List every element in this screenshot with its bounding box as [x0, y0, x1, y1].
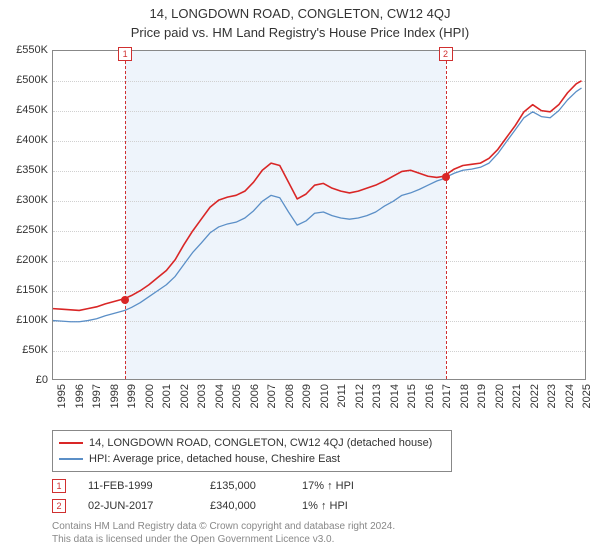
- transaction-date: 11-FEB-1999: [88, 476, 188, 496]
- x-tick-label: 2022: [529, 384, 541, 408]
- x-tick-label: 2021: [511, 384, 523, 408]
- x-tick-label: 1999: [126, 384, 138, 408]
- x-tick-label: 2006: [249, 384, 261, 408]
- series-property: [53, 81, 582, 311]
- legend-swatch: [59, 442, 83, 444]
- y-tick-label: £200K: [6, 254, 48, 266]
- transaction-date: 02-JUN-2017: [88, 496, 188, 516]
- x-tick-label: 2018: [459, 384, 471, 408]
- y-tick-label: £100K: [6, 314, 48, 326]
- x-tick-label: 2020: [494, 384, 506, 408]
- x-tick-label: 2019: [476, 384, 488, 408]
- transaction-row: 1 11-FEB-1999 £135,000 17% ↑ HPI: [52, 476, 594, 496]
- transaction-vs-hpi: 17% ↑ HPI: [302, 476, 392, 496]
- x-tick-label: 2001: [161, 384, 173, 408]
- footer-line-2: This data is licensed under the Open Gov…: [52, 533, 594, 546]
- y-tick-label: £250K: [6, 224, 48, 236]
- y-tick-label: £150K: [6, 284, 48, 296]
- x-tick-label: 2008: [284, 384, 296, 408]
- y-tick-label: £450K: [6, 104, 48, 116]
- x-tick-label: 2012: [354, 384, 366, 408]
- x-tick-label: 2002: [179, 384, 191, 408]
- x-tick-label: 2023: [546, 384, 558, 408]
- x-tick-label: 2024: [564, 384, 576, 408]
- y-tick-label: £50K: [6, 344, 48, 356]
- x-tick-label: 2017: [441, 384, 453, 408]
- chart-lines: [53, 51, 585, 379]
- x-tick-label: 2013: [371, 384, 383, 408]
- footer-line-1: Contains HM Land Registry data © Crown c…: [52, 520, 594, 533]
- title-main: 14, LONGDOWN ROAD, CONGLETON, CW12 4QJ: [6, 6, 594, 21]
- x-tick-label: 1998: [109, 384, 121, 408]
- x-tick-label: 1995: [56, 384, 68, 408]
- y-tick-label: £550K: [6, 44, 48, 56]
- x-tick-label: 1996: [74, 384, 86, 408]
- legend-item: 14, LONGDOWN ROAD, CONGLETON, CW12 4QJ (…: [59, 435, 445, 451]
- y-tick-label: £350K: [6, 164, 48, 176]
- series-hpi: [53, 88, 582, 322]
- plot-region: 12: [52, 50, 586, 380]
- y-tick-label: £0: [6, 374, 48, 386]
- legend: 14, LONGDOWN ROAD, CONGLETON, CW12 4QJ (…: [52, 430, 452, 472]
- transaction-table: 1 11-FEB-1999 £135,000 17% ↑ HPI 2 02-JUN-201…: [52, 476, 594, 516]
- transaction-vs-hpi: 1% ↑ HPI: [302, 496, 392, 516]
- x-tick-label: 2004: [214, 384, 226, 408]
- x-tick-label: 2010: [319, 384, 331, 408]
- x-tick-label: 2007: [266, 384, 278, 408]
- event-marker-2: 2: [439, 47, 453, 61]
- x-tick-label: 2009: [301, 384, 313, 408]
- event-dot-2: [442, 173, 450, 181]
- title-sub: Price paid vs. HM Land Registry's House …: [6, 25, 594, 40]
- legend-label: HPI: Average price, detached house, Ches…: [89, 451, 340, 467]
- x-tick-label: 2016: [424, 384, 436, 408]
- legend-swatch: [59, 458, 83, 460]
- transaction-price: £340,000: [210, 496, 280, 516]
- x-tick-label: 2005: [231, 384, 243, 408]
- chart-area: 12 £0£50K£100K£150K£200K£250K£300K£350K£…: [6, 46, 594, 426]
- x-tick-label: 2014: [389, 384, 401, 408]
- x-tick-label: 2025: [581, 384, 593, 408]
- footer-attribution: Contains HM Land Registry data © Crown c…: [52, 520, 594, 546]
- x-tick-label: 2000: [144, 384, 156, 408]
- transaction-marker: 2: [52, 499, 66, 513]
- event-dot-1: [121, 296, 129, 304]
- x-tick-label: 2011: [336, 384, 348, 408]
- transaction-marker: 1: [52, 479, 66, 493]
- legend-label: 14, LONGDOWN ROAD, CONGLETON, CW12 4QJ (…: [89, 435, 432, 451]
- x-tick-label: 1997: [91, 384, 103, 408]
- x-tick-label: 2003: [196, 384, 208, 408]
- transaction-row: 2 02-JUN-2017 £340,000 1% ↑ HPI: [52, 496, 594, 516]
- transaction-price: £135,000: [210, 476, 280, 496]
- y-tick-label: £300K: [6, 194, 48, 206]
- event-marker-1: 1: [118, 47, 132, 61]
- y-tick-label: £500K: [6, 74, 48, 86]
- chart-container: 14, LONGDOWN ROAD, CONGLETON, CW12 4QJ P…: [0, 0, 600, 560]
- y-tick-label: £400K: [6, 134, 48, 146]
- x-tick-label: 2015: [406, 384, 418, 408]
- legend-item: HPI: Average price, detached house, Ches…: [59, 451, 445, 467]
